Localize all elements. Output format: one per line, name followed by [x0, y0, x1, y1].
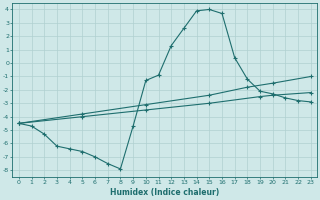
- X-axis label: Humidex (Indice chaleur): Humidex (Indice chaleur): [110, 188, 220, 197]
